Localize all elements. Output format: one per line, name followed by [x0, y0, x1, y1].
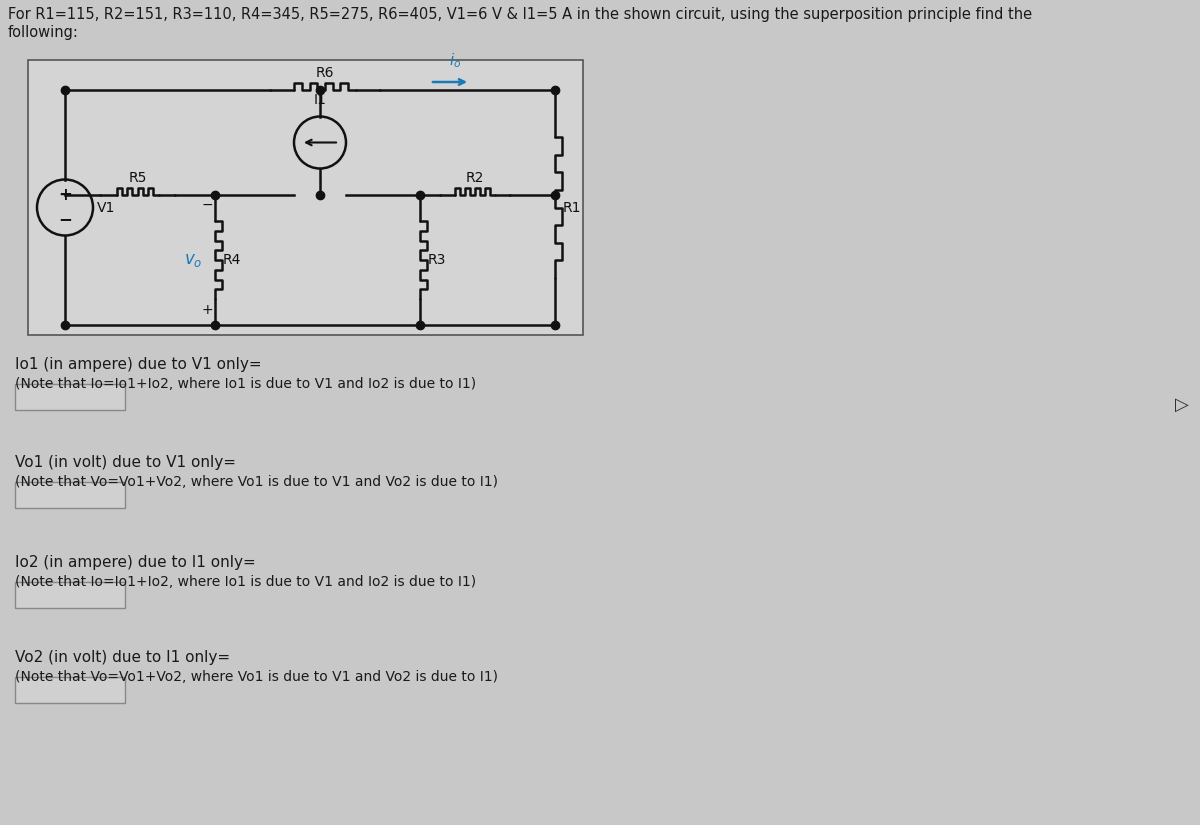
Text: $v_o$: $v_o$ [184, 251, 203, 269]
Text: Vo1 (in volt) due to V1 only=: Vo1 (in volt) due to V1 only= [14, 455, 236, 470]
Text: V1: V1 [97, 200, 115, 214]
Text: ▷: ▷ [1175, 396, 1189, 414]
FancyBboxPatch shape [14, 582, 125, 608]
Text: R3: R3 [428, 253, 446, 267]
Text: Io2 (in ampere) due to I1 only=: Io2 (in ampere) due to I1 only= [14, 555, 256, 570]
Text: (Note that Vo=Vo1+Vo2, where Vo1 is due to V1 and Vo2 is due to I1): (Note that Vo=Vo1+Vo2, where Vo1 is due … [14, 475, 498, 489]
Text: +: + [202, 303, 212, 317]
Text: following:: following: [8, 25, 79, 40]
Text: R5: R5 [128, 171, 146, 185]
Text: −: − [58, 210, 72, 229]
FancyBboxPatch shape [14, 677, 125, 703]
Text: (Note that Vo=Vo1+Vo2, where Vo1 is due to V1 and Vo2 is due to I1): (Note that Vo=Vo1+Vo2, where Vo1 is due … [14, 670, 498, 684]
Text: −: − [202, 198, 212, 212]
Text: I1: I1 [313, 92, 326, 106]
Text: R4: R4 [223, 253, 241, 267]
Text: R2: R2 [466, 171, 484, 185]
FancyBboxPatch shape [14, 482, 125, 508]
Text: For R1=115, R2=151, R3=110, R4=345, R5=275, R6=405, V1=6 V & I1=5 A in the shown: For R1=115, R2=151, R3=110, R4=345, R5=2… [8, 7, 1032, 22]
Text: R1: R1 [563, 200, 582, 214]
Text: Vo2 (in volt) due to I1 only=: Vo2 (in volt) due to I1 only= [14, 650, 230, 665]
Text: (Note that Io=Io1+Io2, where Io1 is due to V1 and Io2 is due to I1): (Note that Io=Io1+Io2, where Io1 is due … [14, 377, 476, 391]
Text: (Note that Io=Io1+Io2, where Io1 is due to V1 and Io2 is due to I1): (Note that Io=Io1+Io2, where Io1 is due … [14, 575, 476, 589]
Bar [28, 60, 583, 335]
FancyBboxPatch shape [14, 384, 125, 410]
Text: Io1 (in ampere) due to V1 only=: Io1 (in ampere) due to V1 only= [14, 357, 262, 372]
Text: $i_o$: $i_o$ [449, 51, 461, 70]
Text: R6: R6 [316, 66, 335, 80]
Text: +: + [58, 186, 72, 205]
